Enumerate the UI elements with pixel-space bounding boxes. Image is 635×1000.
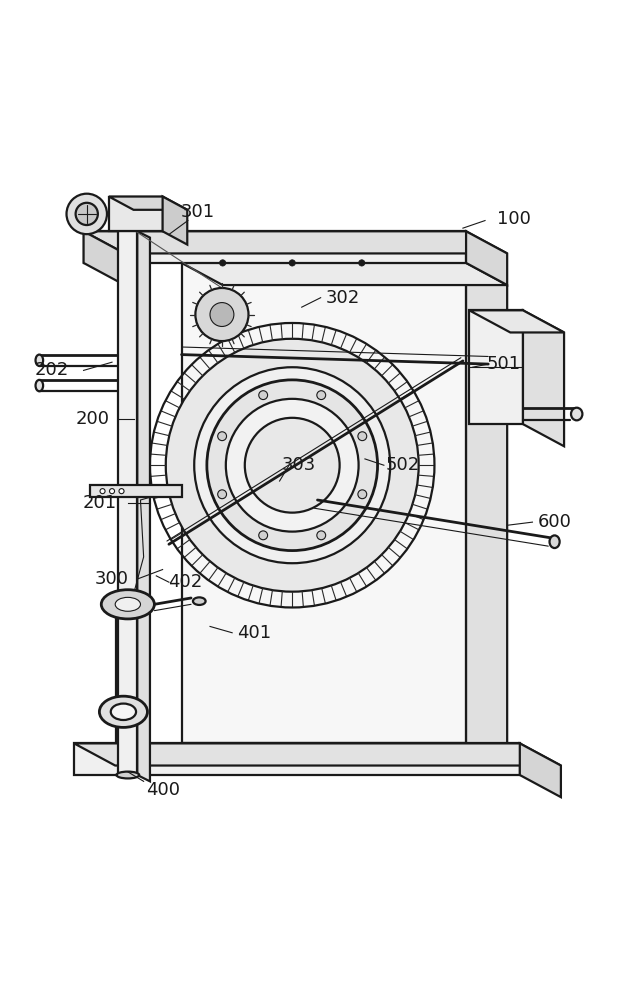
- Circle shape: [218, 490, 227, 499]
- Polygon shape: [137, 231, 150, 781]
- Circle shape: [109, 489, 114, 494]
- Circle shape: [258, 531, 267, 540]
- Circle shape: [226, 399, 359, 532]
- Polygon shape: [520, 743, 561, 797]
- Circle shape: [317, 391, 326, 400]
- Text: 201: 201: [83, 494, 116, 512]
- Text: 300: 300: [95, 570, 129, 588]
- Polygon shape: [466, 231, 507, 285]
- Circle shape: [166, 339, 418, 592]
- Ellipse shape: [116, 772, 139, 778]
- Polygon shape: [469, 310, 523, 424]
- Circle shape: [210, 303, 234, 326]
- Text: 100: 100: [497, 210, 530, 228]
- Circle shape: [289, 260, 295, 266]
- Text: 202: 202: [35, 361, 69, 379]
- Circle shape: [258, 391, 267, 400]
- Circle shape: [196, 288, 248, 341]
- Circle shape: [76, 203, 98, 225]
- Circle shape: [100, 489, 105, 494]
- Text: 303: 303: [281, 456, 316, 474]
- Circle shape: [194, 367, 390, 563]
- Text: 302: 302: [326, 289, 360, 307]
- Polygon shape: [74, 743, 520, 775]
- Polygon shape: [109, 197, 163, 231]
- Polygon shape: [182, 263, 466, 743]
- Circle shape: [218, 432, 227, 441]
- Polygon shape: [466, 263, 507, 766]
- Ellipse shape: [100, 696, 147, 727]
- Polygon shape: [523, 310, 564, 446]
- Text: 600: 600: [538, 513, 572, 531]
- Circle shape: [207, 380, 378, 551]
- Text: 501: 501: [487, 355, 521, 373]
- Ellipse shape: [101, 590, 154, 619]
- Circle shape: [359, 260, 365, 266]
- Polygon shape: [84, 231, 507, 253]
- Polygon shape: [163, 197, 187, 245]
- Ellipse shape: [110, 704, 136, 720]
- Circle shape: [245, 418, 340, 513]
- Ellipse shape: [116, 598, 139, 604]
- Ellipse shape: [549, 535, 559, 548]
- Circle shape: [358, 432, 367, 441]
- Ellipse shape: [36, 355, 43, 366]
- Text: 400: 400: [145, 781, 180, 799]
- Circle shape: [358, 490, 367, 499]
- Circle shape: [67, 194, 107, 234]
- Polygon shape: [90, 485, 182, 497]
- Polygon shape: [118, 231, 137, 775]
- Text: 402: 402: [168, 573, 202, 591]
- Polygon shape: [182, 263, 507, 285]
- Polygon shape: [84, 231, 466, 263]
- Circle shape: [220, 260, 226, 266]
- Ellipse shape: [571, 408, 582, 420]
- Text: 401: 401: [237, 624, 271, 642]
- Polygon shape: [109, 197, 187, 210]
- Circle shape: [119, 489, 124, 494]
- Ellipse shape: [36, 380, 43, 391]
- Text: 502: 502: [385, 456, 420, 474]
- Polygon shape: [469, 310, 564, 332]
- Polygon shape: [84, 231, 124, 285]
- Ellipse shape: [115, 597, 140, 611]
- Circle shape: [317, 531, 326, 540]
- Text: 200: 200: [76, 410, 110, 428]
- Ellipse shape: [193, 597, 206, 605]
- Polygon shape: [74, 743, 561, 766]
- Text: 301: 301: [180, 203, 215, 221]
